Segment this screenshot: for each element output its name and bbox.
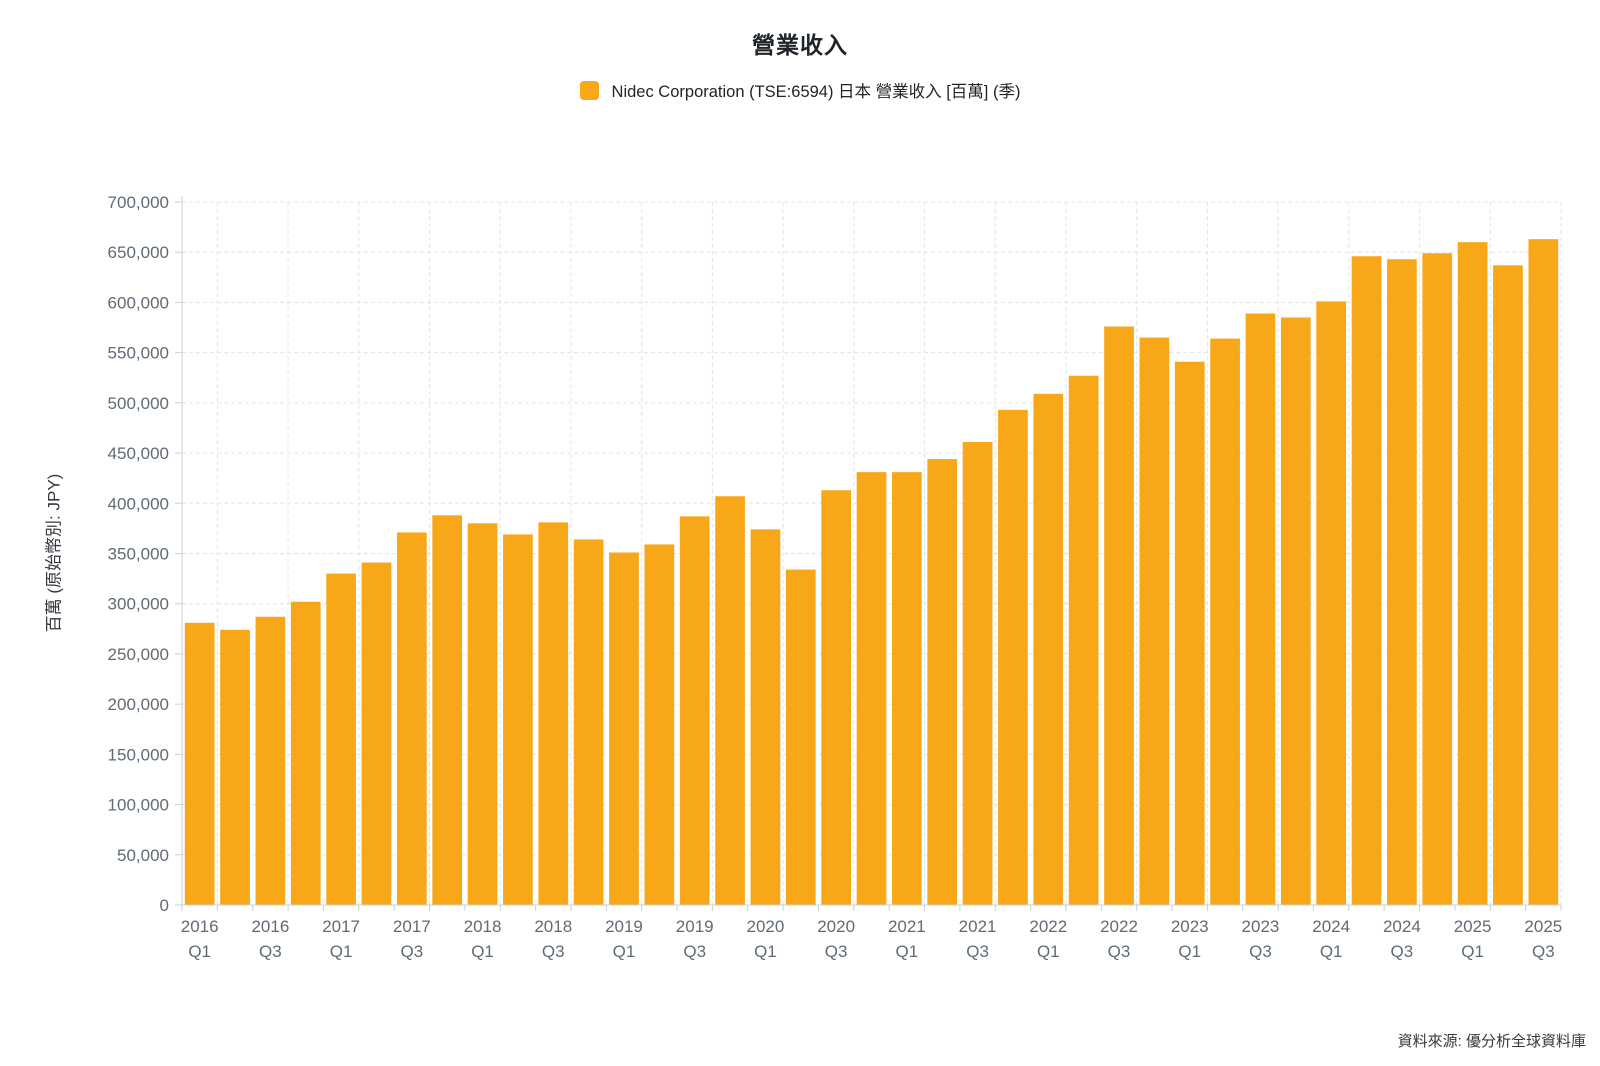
bar-2016-Q2[interactable]: 2016 Q2: 274,000 — [220, 629, 250, 905]
bar-2019-Q1[interactable]: 2019 Q1: 351,000 — [609, 552, 639, 905]
bar-2018-Q3[interactable]: 2018 Q3: 381,000 — [538, 522, 569, 905]
x-tick-label: 2023 Q3 — [1242, 917, 1280, 961]
y-tick-label: 350,000 — [108, 545, 169, 564]
x-tick-label: 2020 Q1 — [747, 917, 785, 961]
bar-2019-Q2[interactable]: 2019 Q2: 359,000 — [644, 544, 675, 905]
chart-title: 營業收入 — [752, 32, 848, 58]
x-tick-label: 2018 Q1 — [464, 917, 502, 961]
bar-2019-Q3[interactable]: 2019 Q3: 387,000 — [679, 516, 710, 905]
bar-2025-Q3[interactable]: 2025 Q3: 663,000 — [1528, 239, 1559, 905]
y-tick-label: 200,000 — [108, 695, 169, 714]
x-tick-label: 2021 Q3 — [959, 917, 997, 961]
x-tick-label: 2025 Q3 — [1524, 917, 1562, 961]
bar-2019-Q4[interactable]: 2019 Q4: 407,000 — [715, 496, 745, 905]
bar-2025-Q1[interactable]: 2025 Q1: 660,000 — [1457, 242, 1488, 905]
x-tick-label: 2018 Q3 — [534, 917, 572, 961]
bar-2020-Q2[interactable]: 2020 Q2: 334,000 — [785, 569, 816, 905]
y-tick-label: 600,000 — [108, 293, 169, 312]
bar-2024-Q4[interactable]: 2024 Q4: 649,000 — [1422, 253, 1453, 905]
bar-2024-Q3[interactable]: 2024 Q3: 643,000 — [1387, 259, 1417, 906]
bar-2018-Q2[interactable]: 2018 Q2: 369,000 — [503, 534, 533, 905]
y-tick-label: 300,000 — [108, 595, 169, 614]
x-tick-label: 2019 Q1 — [605, 917, 643, 961]
bar-2024-Q2[interactable]: 2024 Q2: 646,000 — [1351, 256, 1382, 905]
bar-2023-Q2[interactable]: 2023 Q2: 564,000 — [1210, 338, 1240, 905]
bar-2021-Q4[interactable]: 2021 Q4: 493,000 — [998, 409, 1028, 905]
y-tick-label: 450,000 — [108, 444, 169, 463]
bar-2023-Q4[interactable]: 2023 Q4: 585,000 — [1280, 317, 1311, 905]
x-tick-label: 2025 Q1 — [1454, 917, 1492, 961]
bar-2018-Q4[interactable]: 2018 Q4: 364,000 — [573, 539, 604, 905]
bar-2024-Q1[interactable]: 2024 Q1: 601,000 — [1316, 301, 1347, 905]
y-tick-label: 500,000 — [108, 394, 169, 413]
legend-label: Nidec Corporation (TSE:6594) 日本 營業收入 [百萬… — [611, 83, 1021, 101]
y-tick-label: 550,000 — [108, 344, 169, 363]
legend-item[interactable]: Nidec Corporation (TSE:6594) 日本 營業收入 [百萬… — [0, 78, 1600, 102]
bar-2017-Q1[interactable]: 2017 Q1: 330,000 — [326, 573, 356, 905]
x-tick-label: 2024 Q3 — [1383, 917, 1421, 961]
bar-2022-Q4[interactable]: 2022 Q4: 565,000 — [1139, 337, 1170, 905]
bar-2023-Q1[interactable]: 2023 Q1: 541,000 — [1174, 361, 1205, 906]
data-source-note: 資料來源: 優分析全球資料庫 — [1397, 1033, 1586, 1050]
bar-2017-Q3[interactable]: 2017 Q3: 371,000 — [396, 532, 427, 905]
x-tick-label: 2017 Q1 — [322, 917, 360, 961]
bar-2016-Q3[interactable]: 2016 Q3: 287,000 — [255, 616, 286, 905]
bar-2025-Q2[interactable]: 2025 Q2: 637,000 — [1493, 265, 1523, 905]
bar-2022-Q1[interactable]: 2022 Q1: 509,000 — [1033, 393, 1064, 905]
bar-2021-Q1[interactable]: 2021 Q1: 431,000 — [892, 472, 922, 905]
y-tick-label: 50,000 — [117, 846, 169, 865]
bar-2016-Q1[interactable]: 2016 Q1: 281,000 — [184, 622, 215, 905]
bar-2022-Q2[interactable]: 2022 Q2: 527,000 — [1068, 375, 1099, 905]
bar-2017-Q2[interactable]: 2017 Q2: 341,000 — [361, 562, 392, 905]
x-tick-label: 2020 Q3 — [817, 917, 855, 961]
x-tick-label: 2024 Q1 — [1312, 917, 1350, 961]
x-tick-label: 2016 Q1 — [181, 917, 219, 961]
bar-2023-Q3[interactable]: 2023 Q3: 589,000 — [1245, 313, 1276, 905]
x-tick-label: 2017 Q3 — [393, 917, 431, 961]
y-tick-label: 100,000 — [108, 796, 169, 815]
y-tick-label: 400,000 — [108, 494, 169, 513]
x-tick-label: 2021 Q1 — [888, 917, 926, 961]
x-tick-label: 2022 Q3 — [1100, 917, 1138, 961]
x-tick-label: 2019 Q3 — [676, 917, 714, 961]
x-tick-label: 2023 Q1 — [1171, 917, 1209, 961]
y-tick-label: 150,000 — [108, 745, 169, 764]
bar-2016-Q4[interactable]: 2016 Q4: 302,000 — [290, 601, 321, 905]
y-tick-label: 250,000 — [108, 645, 169, 664]
x-tick-label: 2022 Q1 — [1029, 917, 1067, 961]
y-tick-label: 650,000 — [108, 243, 169, 262]
bar-2021-Q3[interactable]: 2021 Q3: 461,000 — [962, 442, 993, 905]
legend-swatch-icon — [579, 80, 599, 100]
bar-2022-Q3[interactable]: 2022 Q3: 576,000 — [1104, 326, 1134, 905]
bar-2021-Q2[interactable]: 2021 Q2: 444,000 — [927, 459, 958, 905]
bar-2017-Q4[interactable]: 2017 Q4: 388,000 — [432, 515, 463, 905]
bar-2020-Q1[interactable]: 2020 Q1: 374,000 — [750, 529, 781, 905]
bar-2020-Q3[interactable]: 2020 Q3: 413,000 — [821, 490, 851, 905]
bar-2018-Q1[interactable]: 2018 Q1: 380,000 — [467, 523, 498, 905]
y-tick-label: 700,000 — [108, 193, 169, 212]
bar-2020-Q4[interactable]: 2020 Q4: 431,000 — [856, 472, 887, 905]
x-tick-label: 2016 Q3 — [251, 917, 289, 961]
y-tick-label: 0 — [160, 896, 169, 915]
